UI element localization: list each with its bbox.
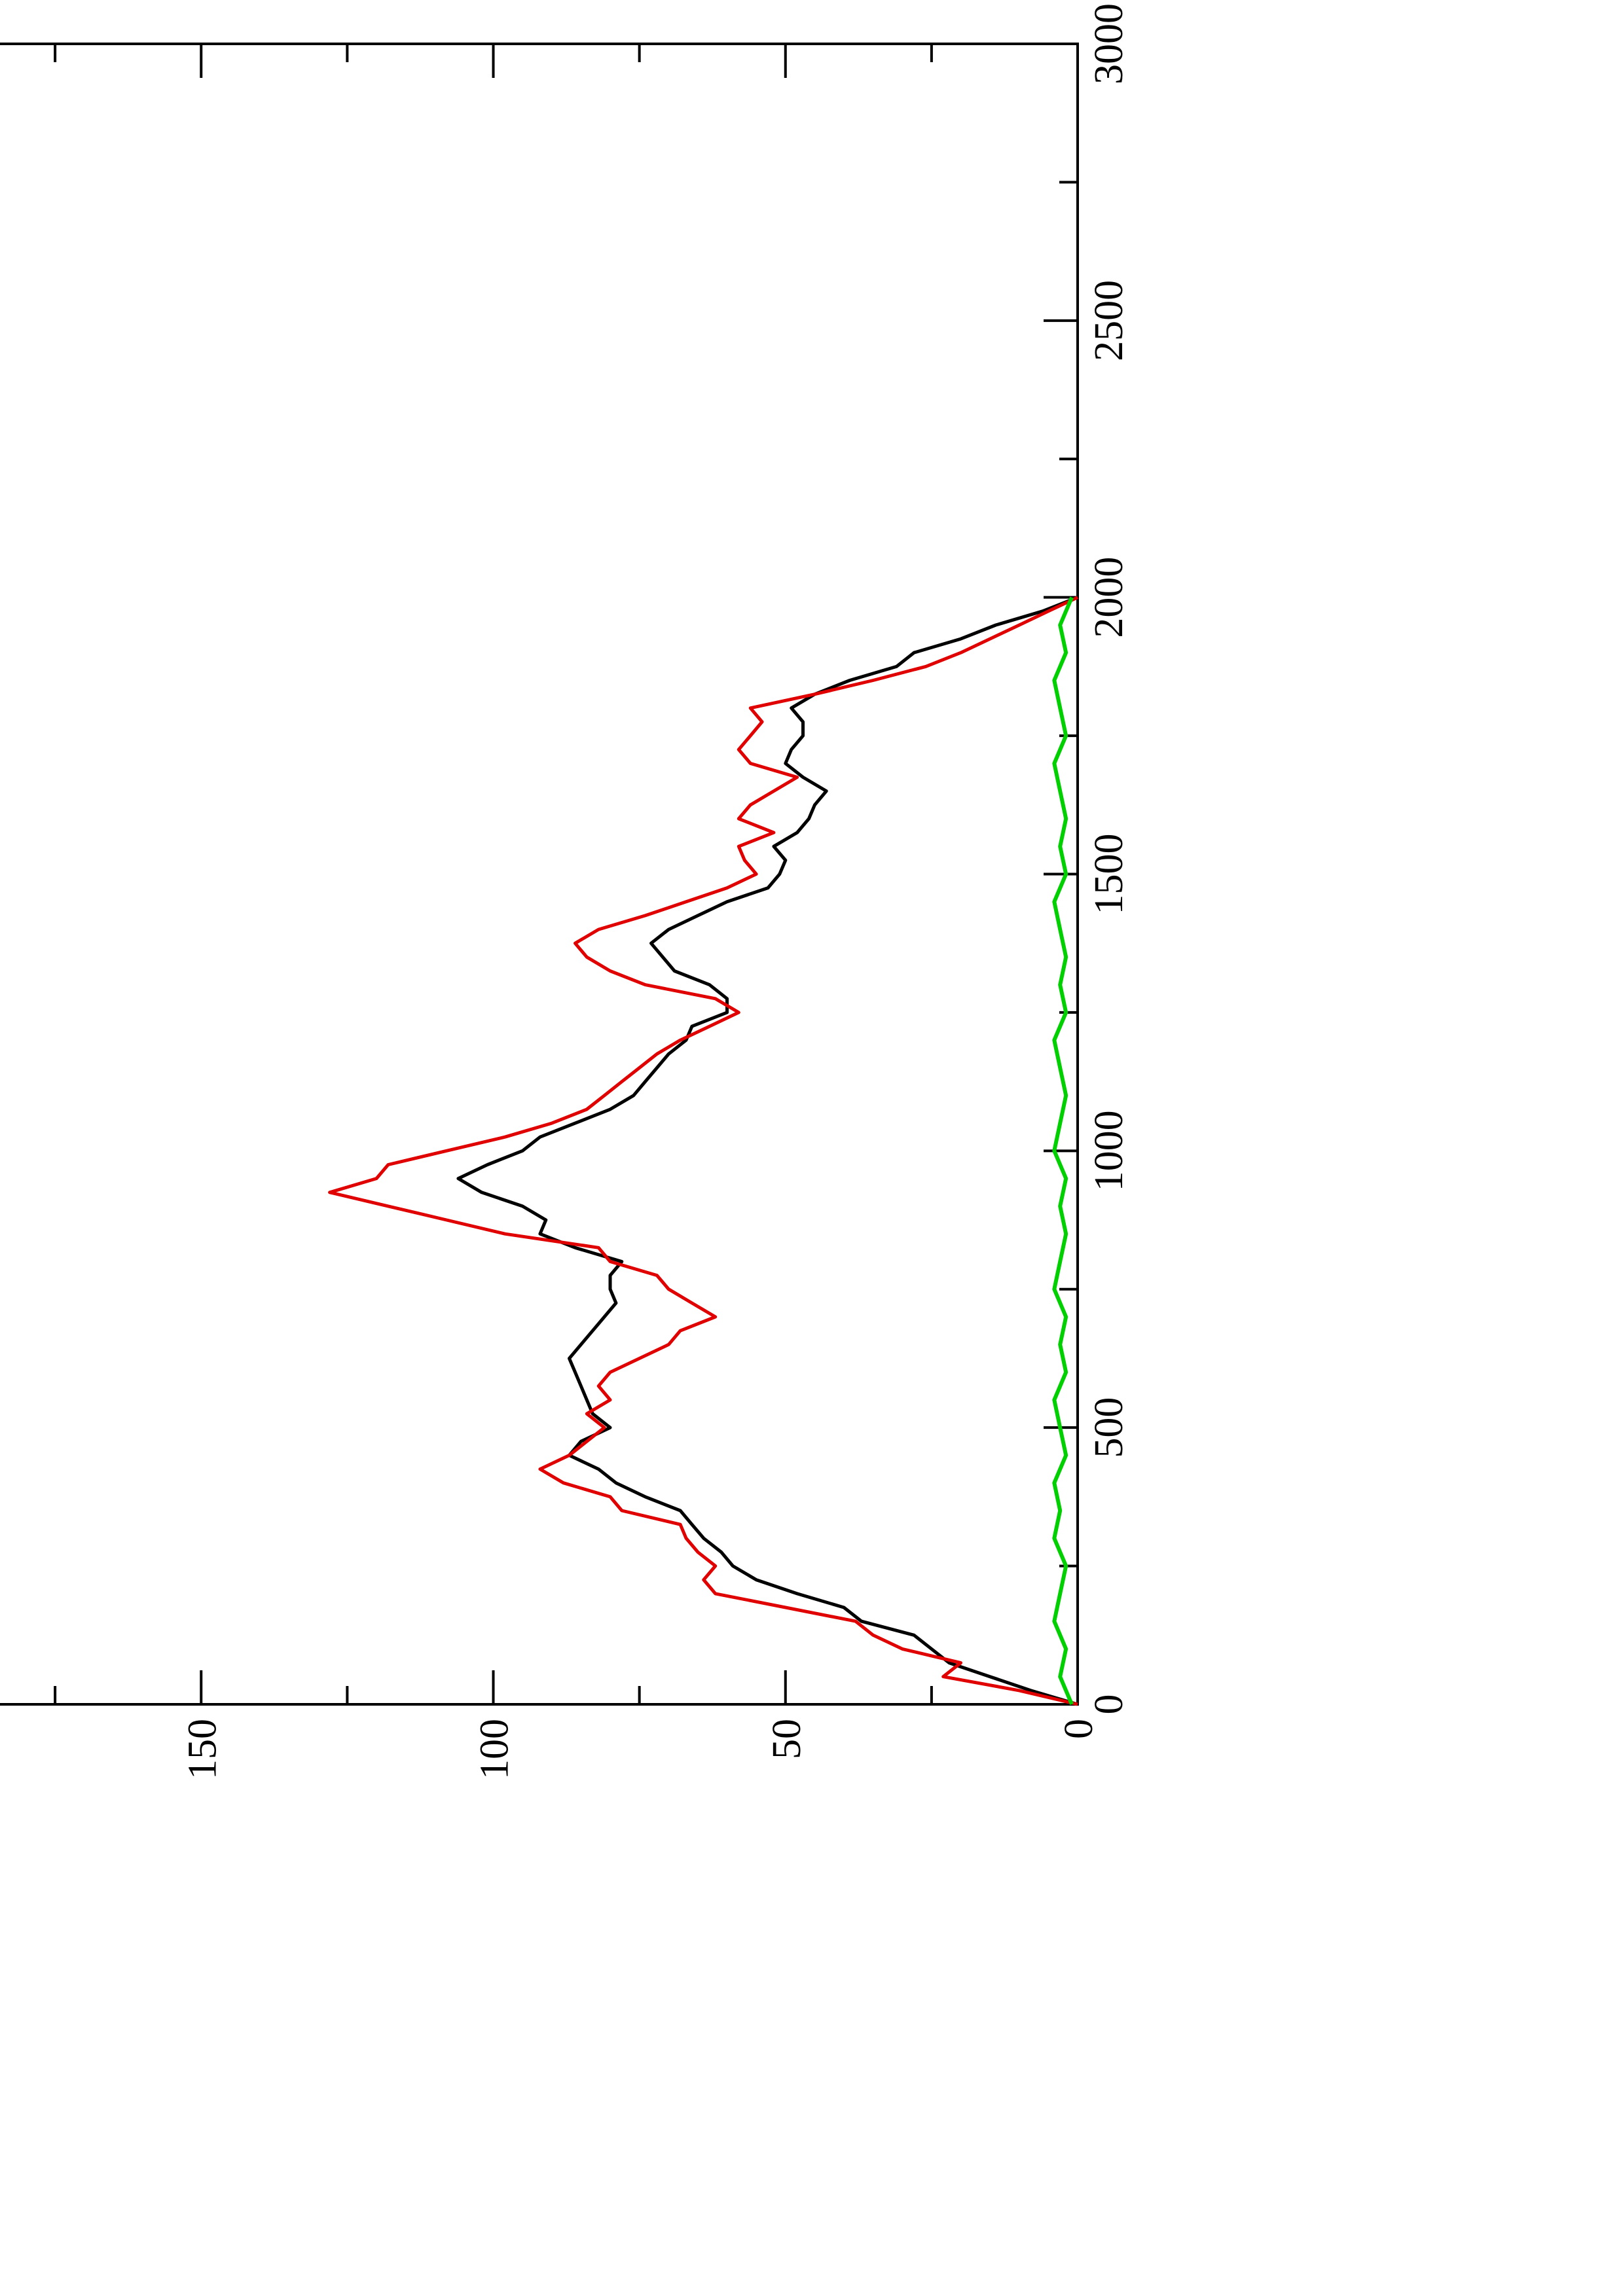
x-tick-label: 3000 <box>1087 3 1131 84</box>
x-tick-label: 500 <box>1087 1397 1131 1458</box>
y-tick-label: 150 <box>180 1719 225 1780</box>
plot-area: 050010001500200025003000050100150200 <box>0 3 1131 1780</box>
plot-frame <box>0 43 1079 1706</box>
x-tick-label: 2000 <box>1087 557 1131 638</box>
x-tick-label: 1500 <box>1087 834 1131 915</box>
x-tick-label: 1000 <box>1087 1110 1131 1191</box>
series-line-3 <box>1052 596 1074 1706</box>
x-tick-label: 2500 <box>1087 280 1131 361</box>
y-tick-label: 50 <box>765 1719 809 1759</box>
y-tick-label: 0 <box>1057 1719 1101 1739</box>
y-tick-label: 100 <box>473 1719 517 1780</box>
series-line-1 <box>456 596 1078 1706</box>
x-tick-label: 0 <box>1087 1695 1131 1715</box>
series-line-2 <box>328 596 1079 1706</box>
